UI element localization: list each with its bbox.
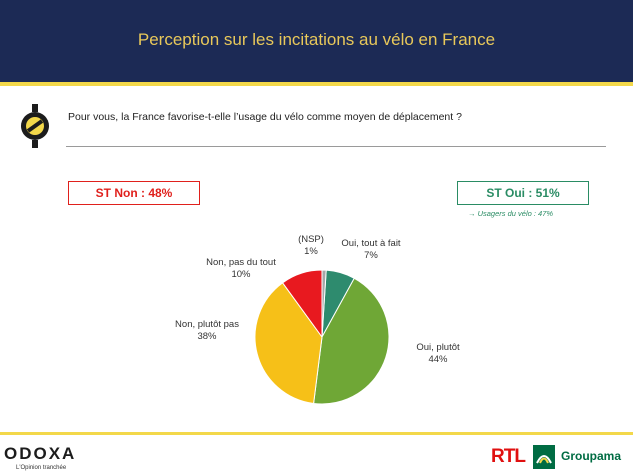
question-divider bbox=[66, 146, 606, 147]
odoxa-tagline: L'Opinion tranchée bbox=[16, 465, 67, 471]
groupama-logo: Groupama bbox=[561, 449, 622, 463]
pie-label-3: Non, pas du tout 10% bbox=[206, 257, 276, 280]
pie-label-1: Oui, plutôt 44% bbox=[416, 342, 460, 365]
odoxa-logo: ODOXA bbox=[4, 444, 77, 463]
pie-label-2: Non, plutôt pas 38% bbox=[175, 319, 239, 342]
odoxa-question-icon bbox=[21, 104, 49, 148]
pie-label-0: Oui, tout à fait 7% bbox=[341, 238, 401, 261]
header-accent-rule bbox=[0, 82, 633, 86]
st-non-box: ST Non : 48% bbox=[68, 181, 200, 205]
pie-slice-2 bbox=[254, 282, 323, 405]
pie-slice-4 bbox=[321, 269, 327, 338]
footer-accent-rule bbox=[0, 432, 633, 435]
survey-question: Pour vous, la France favorise-t-elle l’u… bbox=[68, 111, 462, 123]
pie-slice-1 bbox=[313, 277, 390, 405]
page-title: Perception sur les incitations au vélo e… bbox=[137, 30, 496, 49]
groupama-logo-icon bbox=[533, 445, 555, 469]
st-oui-box: ST Oui : 51% bbox=[457, 181, 589, 205]
rtl-logo: RTL bbox=[491, 446, 526, 467]
bike-users-note: → Usagers du vélo : 47% bbox=[468, 209, 554, 218]
pie-label-4: (NSP) 1% bbox=[298, 234, 324, 257]
header-banner bbox=[0, 0, 633, 82]
